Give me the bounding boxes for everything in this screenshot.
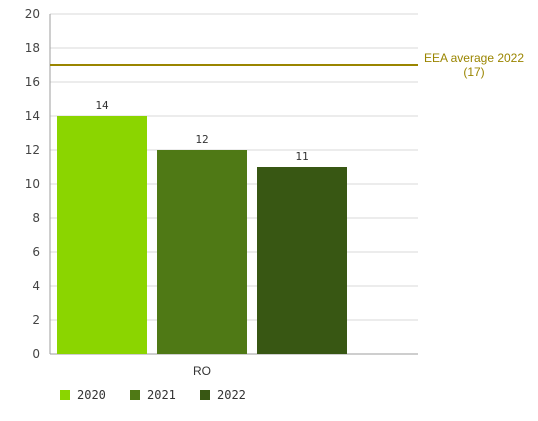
legend-label-2020: 2020: [77, 388, 106, 402]
y-tick-label: 4: [32, 279, 40, 293]
bar-2021: [157, 150, 247, 354]
legend-swatch-2022: [200, 390, 210, 400]
y-tick-label: 16: [25, 75, 40, 89]
legend-label-2021: 2021: [147, 388, 176, 402]
y-tick-label: 12: [25, 143, 40, 157]
legend-label-2022: 2022: [217, 388, 246, 402]
data-labels: 14 12 11: [95, 99, 308, 163]
legend-swatch-2021: [130, 390, 140, 400]
y-tick-label: 14: [25, 109, 40, 123]
legend-swatch-2020: [60, 390, 70, 400]
y-tick-label: 20: [25, 7, 40, 21]
bar-2022: [257, 167, 347, 354]
y-tick-label: 10: [25, 177, 40, 191]
data-label-2021: 12: [195, 133, 208, 146]
legend: 2020 2021 2022: [60, 388, 246, 402]
y-tick-label: 2: [32, 313, 40, 327]
data-label-2020: 14: [95, 99, 109, 112]
eea-average-label: EEA average 2022: [424, 51, 524, 65]
x-category-label: RO: [193, 364, 211, 378]
y-axis-ticks: 0 2 4 6 8 10 12 14 16 18 20: [25, 7, 40, 361]
bar-2020: [57, 116, 147, 354]
bars: [57, 116, 347, 354]
y-tick-label: 0: [32, 347, 40, 361]
y-tick-label: 8: [32, 211, 40, 225]
eea-average-value-label: (17): [463, 65, 484, 79]
y-tick-label: 18: [25, 41, 40, 55]
data-label-2022: 11: [295, 150, 308, 163]
y-tick-label: 6: [32, 245, 40, 259]
